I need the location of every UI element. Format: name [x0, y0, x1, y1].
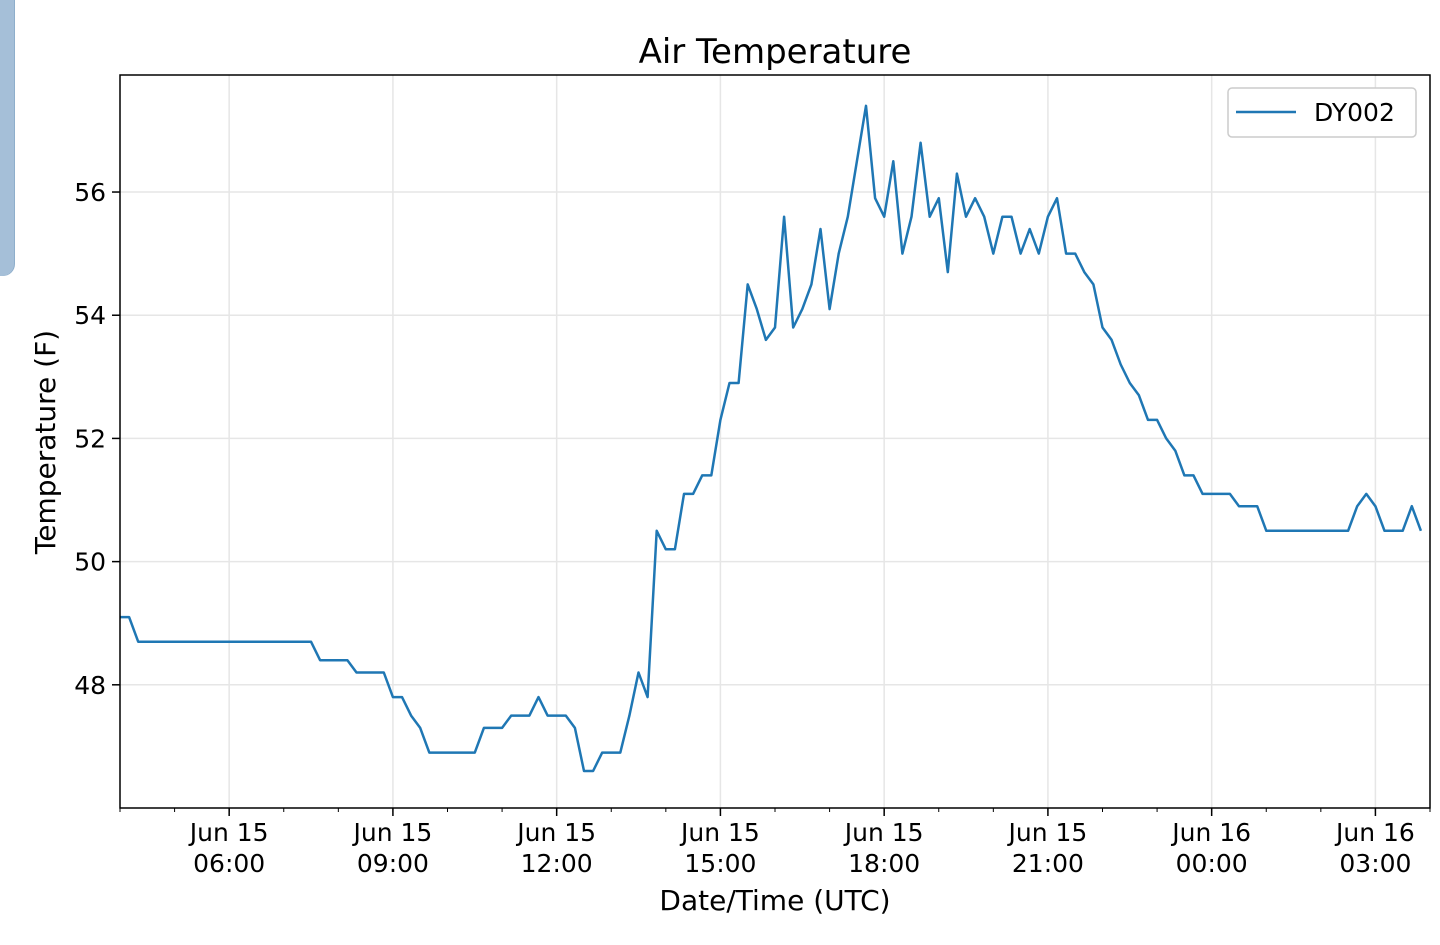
chart-title: Air Temperature [639, 32, 912, 72]
x-tick-label-date: Jun 16 [1170, 818, 1251, 847]
y-tick-label: 50 [74, 548, 106, 577]
legend-frame [1227, 87, 1417, 138]
x-tick-label-date: Jun 15 [1007, 818, 1088, 847]
legend[interactable]: DY002 [1227, 87, 1417, 138]
side-panel-tab[interactable] [0, 0, 14, 276]
x-tick-label-time: 21:00 [1012, 849, 1084, 878]
x-tick-label-date: Jun 15 [679, 818, 760, 847]
x-tick-label-time: 15:00 [684, 849, 756, 878]
x-tick-label-time: 03:00 [1339, 849, 1411, 878]
y-tick-label: 54 [74, 301, 106, 330]
x-tick-label-time: 18:00 [848, 849, 920, 878]
x-tick-label-time: 12:00 [521, 849, 593, 878]
y-axis-title: Temperature (F) [29, 330, 62, 555]
y-axis: 48 50 52 54 56 [74, 178, 120, 700]
plot-frame [119, 74, 1431, 809]
series-layer [120, 104, 1423, 773]
x-tick-label-date: Jun 15 [843, 818, 924, 847]
series-line-dy002 [120, 104, 1423, 773]
y-tick-label: 52 [74, 424, 106, 453]
x-tick-label-date: Jun 15 [515, 818, 596, 847]
x-tick-label-time: 09:00 [357, 849, 429, 878]
legend-label-dy002: DY002 [1314, 98, 1395, 127]
y-tick-label: 48 [74, 671, 106, 700]
x-tick-label-time: 00:00 [1176, 849, 1248, 878]
y-tick-label: 56 [74, 178, 106, 207]
x-axis-title: Date/Time (UTC) [659, 884, 890, 917]
grid-lines [120, 75, 1430, 808]
x-tick-label-date: Jun 15 [188, 818, 269, 847]
x-tick-label-date: Jun 16 [1334, 818, 1415, 847]
x-tick-label-time: 06:00 [193, 849, 265, 878]
x-tick-label-date: Jun 15 [352, 818, 433, 847]
